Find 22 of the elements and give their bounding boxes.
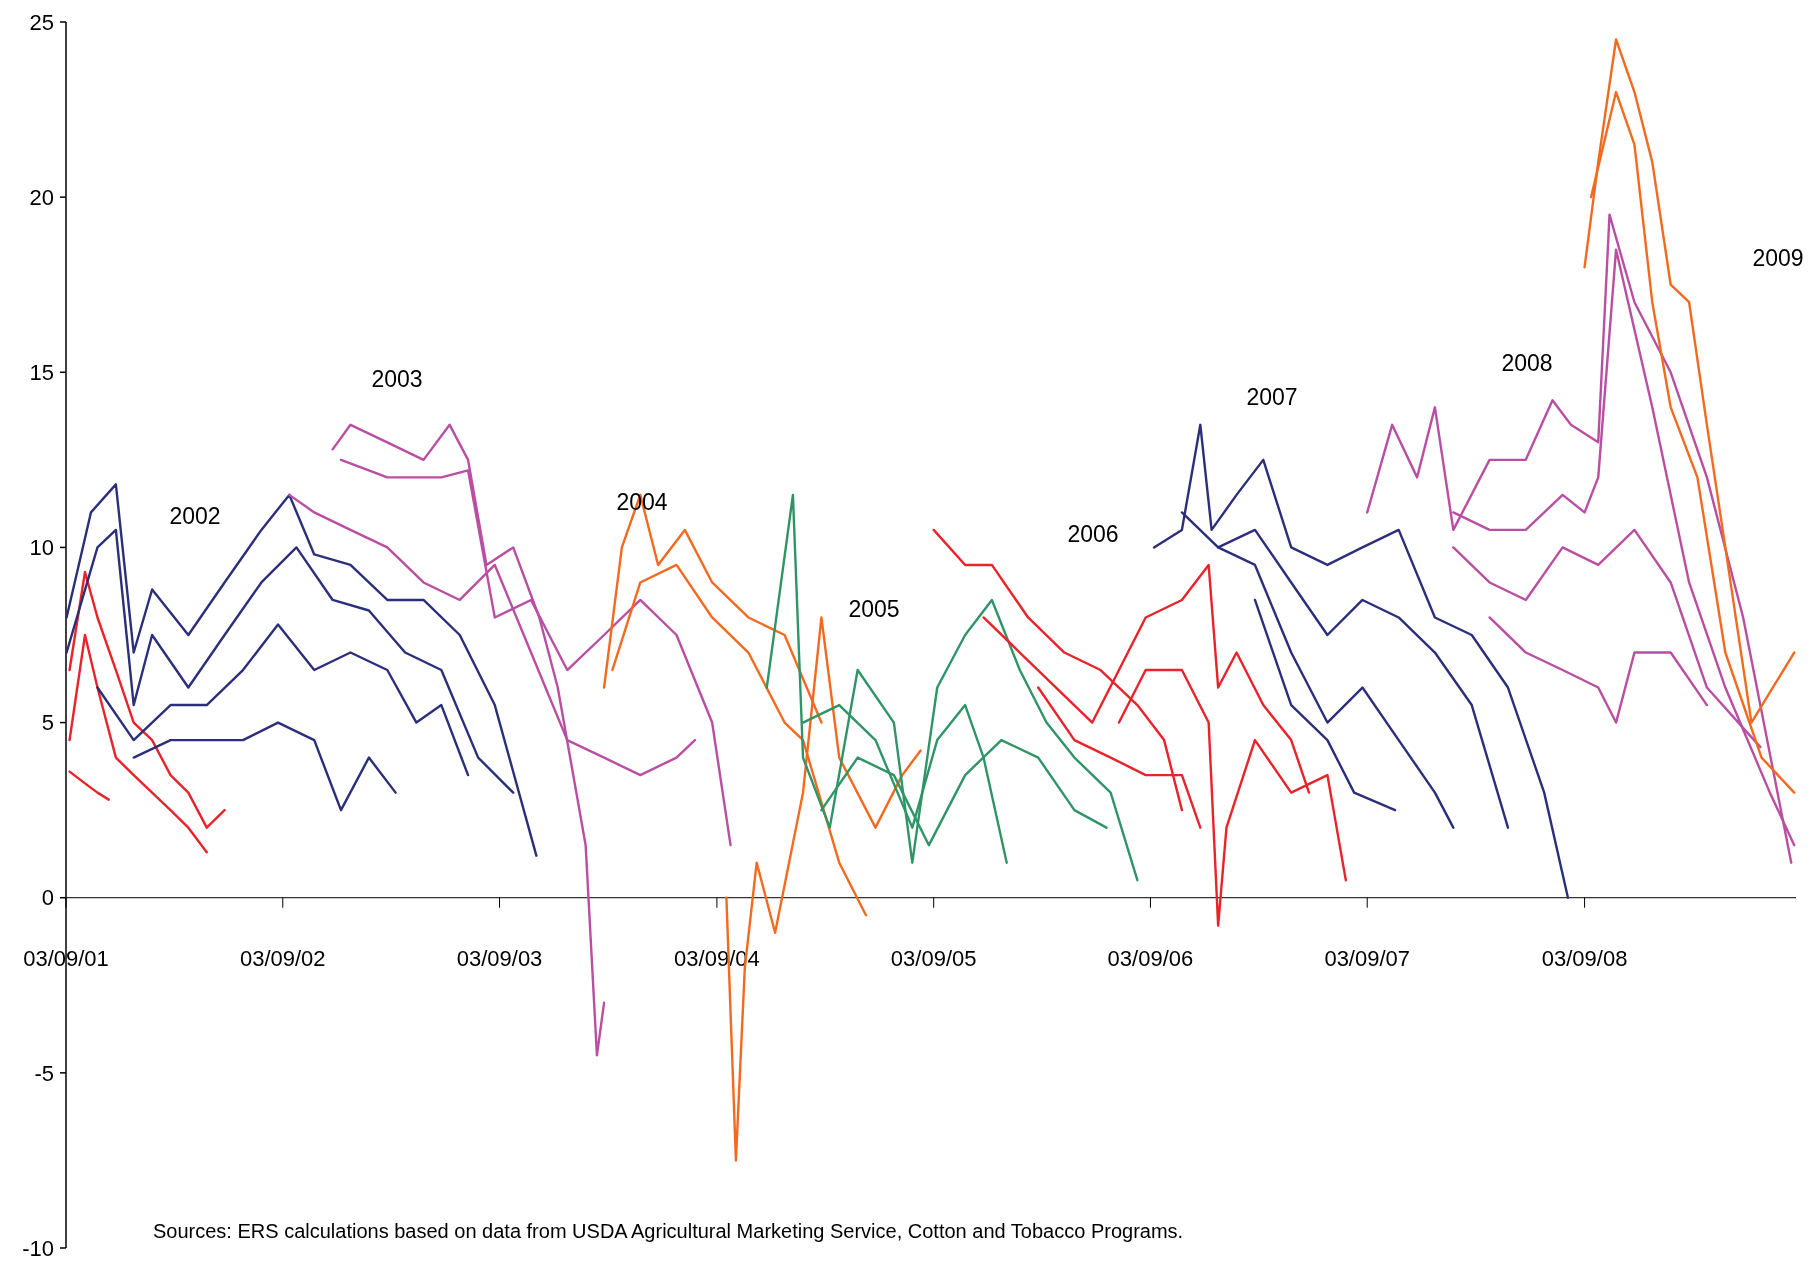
annotation: 2007 — [1246, 384, 1298, 411]
x-tick-label: 03/09/07 — [1324, 945, 1411, 971]
x-tick-label: 03/09/08 — [1541, 945, 1628, 971]
x-tick-label: 03/09/05 — [890, 945, 977, 971]
y-tick-label: 15 — [29, 359, 54, 385]
annotation: 2009 — [1752, 245, 1804, 272]
annotation: 2006 — [1067, 521, 1119, 548]
y-tick-label: -5 — [34, 1060, 54, 1086]
x-tick-label: 03/09/06 — [1107, 945, 1194, 971]
y-tick-label: 20 — [29, 184, 54, 210]
y-tick-label: -10 — [22, 1235, 54, 1261]
x-tick-label: 03/09/02 — [239, 945, 326, 971]
y-tick-label: 25 — [29, 9, 54, 35]
annotation: 2008 — [1501, 350, 1553, 377]
annotation: 2003 — [371, 366, 423, 393]
y-tick-label: 5 — [41, 710, 54, 736]
annotation: 2005 — [848, 596, 900, 623]
x-tick-label: 03/09/03 — [456, 945, 543, 971]
y-tick-label: 10 — [29, 535, 54, 561]
annotation: 2002 — [169, 503, 221, 530]
annotation: Sources: ERS calculations based on data from USDA Agricultural Marketing Service, Cotton and Tobacco Programs. — [153, 1220, 1184, 1242]
y-tick-label: 0 — [41, 885, 54, 911]
